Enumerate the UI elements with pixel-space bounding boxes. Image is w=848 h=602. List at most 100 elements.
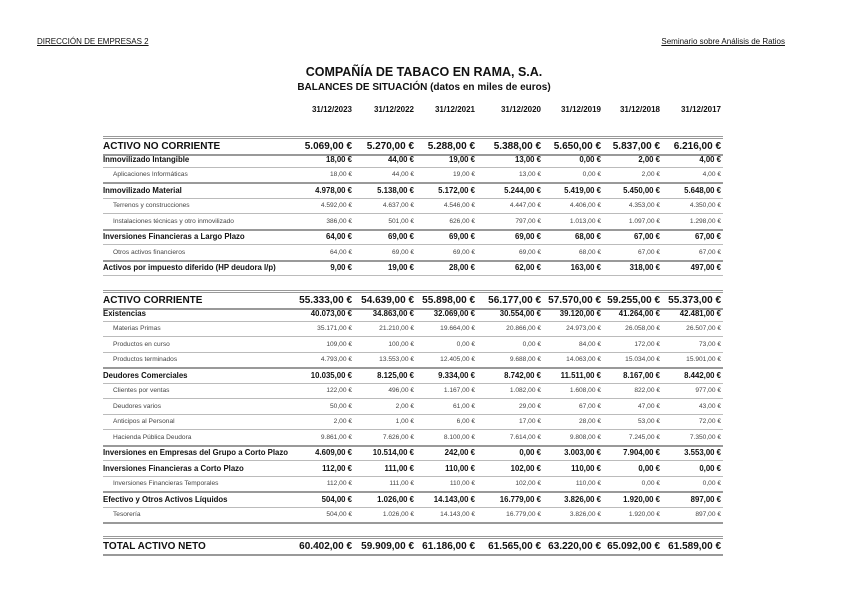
row-value: 386,00 € [326,217,352,225]
table-row-item: Clientes por ventas 122,00 € 496,00 € 1.167… [103,383,723,399]
row-value: 2,00 € [641,171,660,178]
row-value: 5.244,00 € [504,185,541,195]
row-value: 0,00 € [699,463,721,473]
row-label: Inmovilizado Intangible [103,154,190,164]
company-title: COMPAÑÍA DE TABACO EN RAMA, S.A. [305,65,543,79]
row-value: 41.264,00 € [618,308,660,318]
row-value: 72,00 € [699,418,721,425]
row-value: 110,00 € [445,463,475,473]
table-row-item: Productos terminados 4.793,00 € 13.553,00 … [103,352,723,369]
row-value: 28,00 € [448,263,475,272]
row-value: 626,00 € [449,217,475,225]
table-row-group: Inversiones en Empresas del Grupo a Cort… [103,445,723,461]
row-value: 32.069,00 € [433,308,475,318]
row-value: 61,00 € [453,402,475,410]
row-value: 8.167,00 € [623,370,660,380]
row-value: 4.978,00 € [315,185,352,195]
row-label: Deudores Comerciales [103,370,188,380]
row-value: 35.171,00 € [317,325,352,332]
row-value: 3.826,00 € [569,511,601,518]
total-row: TOTAL ACTIVO NETO 60.402,00 € 59.909,00 € 6… [103,536,723,556]
row-value: 4,00 € [702,171,721,178]
row-value: 112,00 € [326,480,352,487]
row-value: 19,00 € [453,171,475,178]
row-value: 242,00 € [444,448,475,457]
section-row: ACTIVO CORRIENTE 55.333,00 € 54.639,00 € 55… [103,290,723,310]
row-value: 69,00 € [392,248,414,256]
row-value: 8.742,00 € [504,370,541,380]
row-value: 64,00 € [325,232,352,241]
row-value: 5.648,00 € [684,185,721,195]
row-value: 0,00 € [522,340,541,348]
row-value: 29,00 € [519,402,541,410]
date-header: 31/12/2022 [373,105,414,114]
table-row-item: Deudores varios 50,00 € 2,00 € 61,00 € 29,00… [103,399,723,415]
row-value: 8.100,00 € [443,433,475,441]
row-value: 59.255,00 € [607,295,660,306]
row-value: 5.650,00 € [553,141,601,152]
row-value: 110,00 € [575,480,601,487]
row-label: Instalaciones técnicas y otro inmoviliza… [113,217,234,225]
row-value: 504,00 € [326,511,352,518]
row-value: 55.373,00 € [668,295,721,306]
row-value: 50,00 € [330,402,352,410]
table-row-item: Materias Primas 35.171,00 € 21.210,00 € 19.… [103,321,723,337]
row-value: 1.920,00 € [628,511,660,518]
row-value: 6.216,00 € [673,141,721,152]
row-value: 3.553,00 € [684,448,721,457]
row-value: 4.447,00 € [509,202,541,209]
row-value: 19.664,00 € [440,325,475,332]
row-value: 0,00 € [456,340,475,348]
row-value: 1.920,00 € [623,494,660,504]
row-value: 15.034,00 € [625,356,660,363]
row-value: 19,00 € [448,154,475,164]
row-value: 60.402,00 € [299,541,352,552]
row-value: 39.120,00 € [559,308,601,318]
table-row-item: Otros activos financieros 64,00 € 69,00 € 6… [103,245,723,262]
row-value: 17,00 € [519,418,541,425]
row-value: 977,00 € [695,387,721,394]
row-value: 53,00 € [638,418,660,425]
row-value: 16.779,00 € [506,511,541,518]
table-row-group: Existencias 40.073,00 € 34.863,00 € 32.069,… [103,306,723,322]
date-header: 31/12/2023 [311,105,352,114]
row-value: 2,00 € [395,402,414,410]
row-value: 4.637,00 € [382,202,414,209]
row-value: 1.082,00 € [509,387,541,394]
row-value: 69,00 € [387,232,414,241]
row-value: 7.614,00 € [509,433,541,441]
table-row-item: Productos en curso 109,00 € 100,00 € 0,00 €… [103,337,723,353]
row-value: 15.901,00 € [686,356,721,363]
row-value: 13.553,00 € [379,356,414,363]
section-row: ACTIVO NO CORRIENTE 5.069,00 € 5.270,00 € 5… [103,136,723,156]
row-value: 0,00 € [582,171,601,178]
row-value: 16.779,00 € [499,494,541,504]
row-value: 1.097,00 € [628,217,660,225]
row-value: 5.288,00 € [427,141,475,152]
row-value: 84,00 € [579,340,601,348]
row-value: 172,00 € [634,340,660,348]
row-value: 67,00 € [579,402,601,410]
row-value: 9.808,00 € [569,433,601,441]
row-value: 4.546,00 € [443,202,475,209]
row-label: Materias Primas [113,325,161,332]
row-value: 897,00 € [690,494,721,504]
row-value: 102,00 € [510,463,541,473]
row-value: 9.861,00 € [320,433,352,441]
row-value: 8.442,00 € [684,370,721,380]
row-label: ACTIVO CORRIENTE [103,295,203,306]
row-value: 112,00 € [322,463,352,473]
row-value: 34.863,00 € [372,308,414,318]
row-value: 47,00 € [638,402,660,410]
row-value: 43,00 € [699,402,721,410]
row-label: Anticipos al Personal [113,418,175,425]
row-value: 73,00 € [699,340,721,348]
date-header: 31/12/2019 [560,105,601,114]
table-row-group: Inmovilizado Material 4.978,00 € 5.138,00 … [103,183,723,199]
row-value: 30.554,00 € [499,308,541,318]
row-value: 13,00 € [519,171,541,178]
row-value: 497,00 € [690,263,721,272]
row-label: Tesorería [113,511,141,518]
row-value: 63.220,00 € [548,541,601,552]
row-value: 163,00 € [570,263,601,272]
